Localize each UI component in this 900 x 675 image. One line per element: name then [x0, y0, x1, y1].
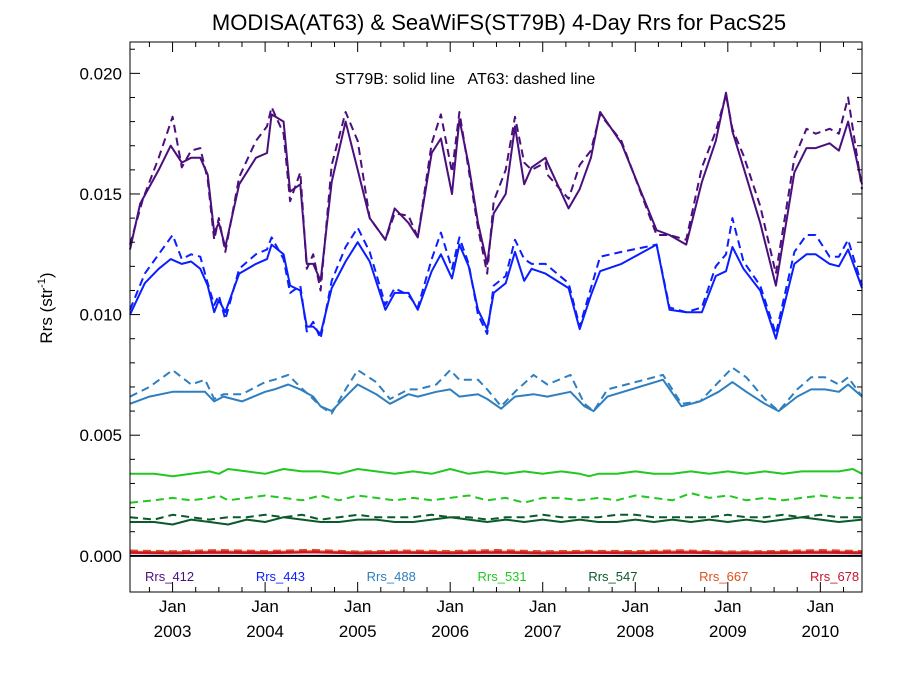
rrs-678-dashed-line [129, 550, 863, 554]
legend-entry-rrs-547: Rrs_547 [588, 569, 637, 584]
svg-text:Rrs (str-1): Rrs (str-1) [36, 272, 56, 343]
x-tick-label-year: 2004 [246, 622, 284, 641]
y-axis-label-text: Rrs (str [37, 288, 56, 344]
line-style-annotation: ST79B: solid line AT63: dashed line [335, 71, 595, 88]
rrs-531-solid-line [130, 468, 863, 478]
series-layer [129, 91, 863, 557]
legend-entry-rrs-667: Rrs_667 [699, 569, 748, 584]
rrs-547-dashed-line [129, 513, 862, 521]
x-tick-label-month: Jan [436, 597, 463, 616]
x-tick-label-month: Jan [807, 597, 834, 616]
legend-entry-rrs-443: Rrs_443 [256, 569, 305, 584]
y-tick-label: 0.015 [79, 185, 122, 204]
y-tick-label: 0.000 [79, 547, 122, 566]
x-tick-label-month: Jan [159, 597, 186, 616]
y-axis-label: Rrs (str-1) [36, 272, 56, 343]
x-tick-label-month: Jan [251, 597, 278, 616]
x-tick-label-month: Jan [622, 597, 649, 616]
legend-entry-rrs-488: Rrs_488 [367, 569, 416, 584]
chart-title: MODISA(AT63) & SeaWiFS(ST79B) 4-Day Rrs … [212, 10, 786, 35]
x-tick-label-year: 2007 [524, 622, 562, 641]
x-tick-label-year: 2008 [616, 622, 654, 641]
x-tick-label-year: 2010 [801, 622, 839, 641]
legend-entry-rrs-678: Rrs_678 [810, 569, 859, 584]
y-tick-label: 0.010 [79, 306, 122, 325]
plot-frame [129, 41, 863, 593]
rrs-488-dashed-line [129, 366, 863, 415]
legend-entry-rrs-531: Rrs_531 [478, 569, 527, 584]
x-tick-label-month: Jan [529, 597, 556, 616]
rrs-531-dashed-line [129, 492, 862, 504]
legend-entry-rrs-412: Rrs_412 [145, 569, 194, 584]
y-tick-label: 0.005 [79, 426, 122, 445]
x-tick-label-month: Jan [344, 597, 371, 616]
x-tick-label-month: Jan [714, 597, 741, 616]
rrs-443-dashed-line [129, 217, 863, 340]
x-tick-label-year: 2005 [339, 622, 377, 641]
y-axis-label-superscript: -1 [36, 278, 48, 288]
y-tick-label: 0.020 [79, 64, 122, 83]
x-tick-label-year: 2009 [709, 622, 747, 641]
rrs-488-solid-line [129, 378, 863, 413]
x-tick-label-year: 2003 [154, 622, 192, 641]
rrs-547-solid-line [130, 516, 863, 526]
y-axis-label-close: ) [37, 272, 56, 278]
rrs-443-solid-line [129, 241, 863, 340]
rrs-667-dashed-line [129, 548, 863, 553]
legend: Rrs_412 Rrs_443 Rrs_488 Rrs_531 Rrs_547 Rrs_6… [145, 569, 859, 584]
x-tick-label-year: 2006 [431, 622, 469, 641]
axis-layer: 0.000 0.005 0.010 0.015 0.020 Jan 2003 Jan 2004 J… [79, 42, 862, 641]
rrs-412-dashed-line [129, 94, 863, 292]
